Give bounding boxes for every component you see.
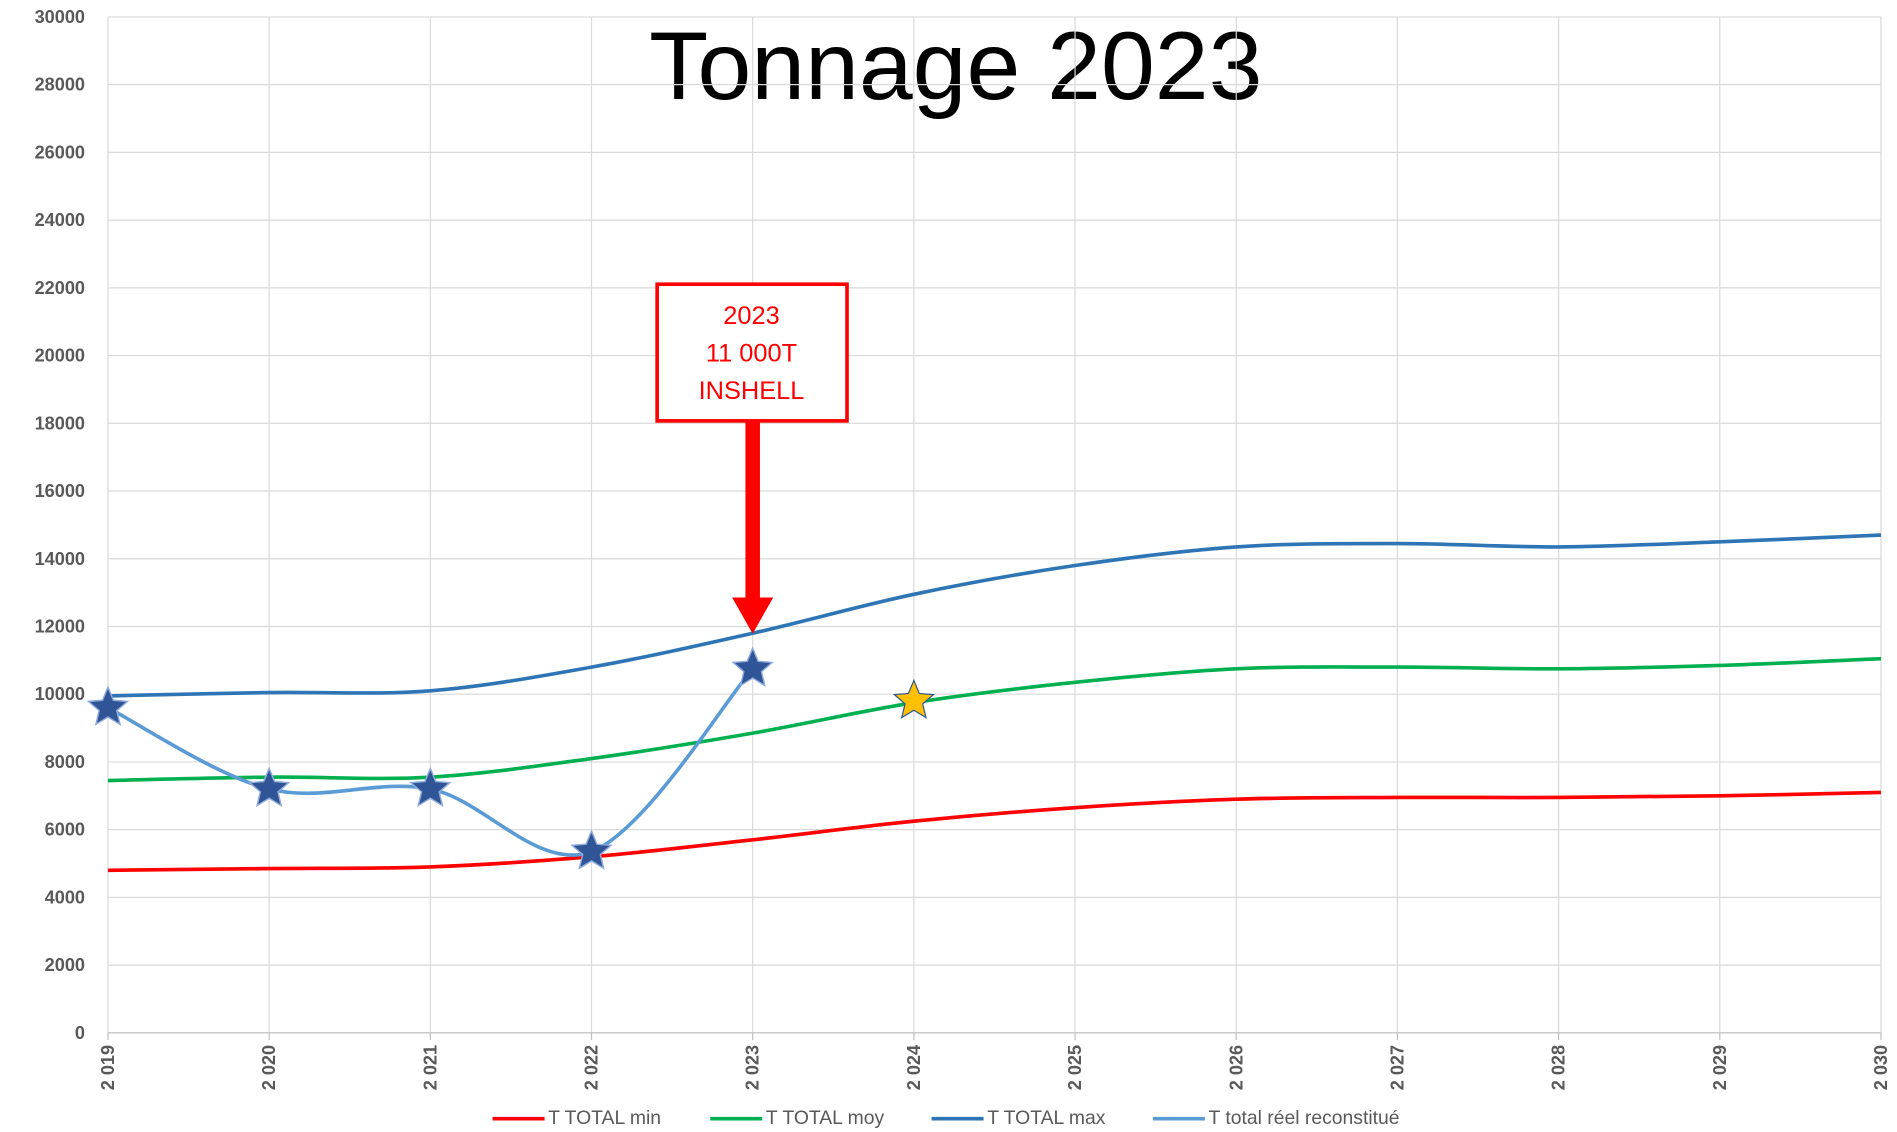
y-tick-label: 26000 <box>35 142 85 162</box>
annotation-arrow-head <box>732 597 774 634</box>
annotation-arrow-shaft <box>745 420 760 600</box>
annotation-text: 11 000T <box>706 340 797 368</box>
legend-label: T TOTAL max <box>987 1107 1106 1129</box>
legend-label: T total réel reconstitué <box>1209 1107 1400 1129</box>
x-tick-label: 2 027 <box>1387 1045 1407 1090</box>
y-tick-label: 12000 <box>35 617 85 637</box>
x-tick-label: 2 029 <box>1710 1045 1730 1090</box>
annotation-text: 2023 <box>723 302 779 330</box>
annotation-text: INSHELL <box>699 377 805 405</box>
series-line <box>107 656 1882 783</box>
y-tick-label: 24000 <box>35 210 85 230</box>
x-tick-label: 2 023 <box>743 1045 763 1090</box>
y-tick-label: 14000 <box>35 549 85 569</box>
y-tick-label: 20000 <box>35 346 85 366</box>
y-tick-label: 30000 <box>35 7 85 27</box>
star-marker <box>731 646 775 687</box>
x-tick-label: 2 030 <box>1871 1045 1891 1090</box>
y-tick-label: 16000 <box>35 481 85 501</box>
x-tick-label: 2 020 <box>259 1045 279 1090</box>
y-tick-label: 28000 <box>35 75 85 95</box>
y-tick-label: 8000 <box>45 752 85 772</box>
star-marker <box>247 766 291 808</box>
x-tick-label: 2 026 <box>1226 1045 1246 1090</box>
legend-label: T TOTAL min <box>548 1107 661 1129</box>
chart-title: Tonnage 2023 <box>649 11 1262 120</box>
x-tick-label: 2 028 <box>1549 1045 1569 1090</box>
series-line <box>107 667 755 857</box>
star-marker <box>570 829 613 870</box>
y-tick-label: 10000 <box>35 684 85 704</box>
y-tick-label: 0 <box>75 1023 85 1043</box>
series-line <box>107 533 1882 698</box>
x-tick-label: 2 019 <box>98 1045 118 1090</box>
star-marker <box>408 766 452 808</box>
series-line <box>107 790 1881 873</box>
legend-label: T TOTAL moy <box>766 1107 885 1129</box>
y-tick-label: 6000 <box>45 820 85 840</box>
y-tick-label: 2000 <box>45 955 85 975</box>
y-tick-label: 22000 <box>35 278 85 298</box>
x-tick-label: 2 025 <box>1065 1045 1085 1090</box>
x-tick-label: 2 024 <box>904 1045 924 1090</box>
x-tick-label: 2 021 <box>420 1045 440 1090</box>
x-tick-label: 2 022 <box>582 1045 602 1090</box>
y-tick-label: 18000 <box>35 413 85 433</box>
star-marker <box>86 685 130 726</box>
highlight-star <box>892 678 935 719</box>
y-tick-label: 4000 <box>45 887 85 907</box>
